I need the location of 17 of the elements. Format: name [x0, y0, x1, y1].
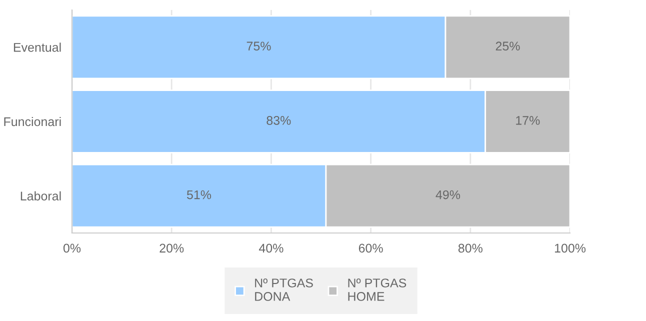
data-label: 75% [246, 42, 271, 51]
data-label: 49% [436, 190, 460, 200]
x-tick-label: 0% [63, 244, 81, 253]
data-label: 83% [266, 116, 291, 125]
x-tick-label: 40% [258, 244, 284, 253]
y-tick-label: Eventual [14, 42, 61, 52]
x-tick-label: 20% [160, 244, 184, 253]
x-tick-label: 60% [358, 244, 383, 253]
x-tick-label: 80% [458, 244, 482, 253]
data-label: 25% [496, 42, 520, 51]
legend-label: Nº PTGAS DONA [255, 278, 313, 301]
y-tick-label: Funcionari [4, 116, 61, 126]
legend-label: Nº PTGAS HOME [348, 278, 406, 301]
x-tick-label: 100% [554, 244, 586, 253]
data-label: 51% [186, 190, 212, 200]
y-tick-label: Laboral [20, 191, 61, 200]
data-label: 17% [516, 116, 540, 125]
